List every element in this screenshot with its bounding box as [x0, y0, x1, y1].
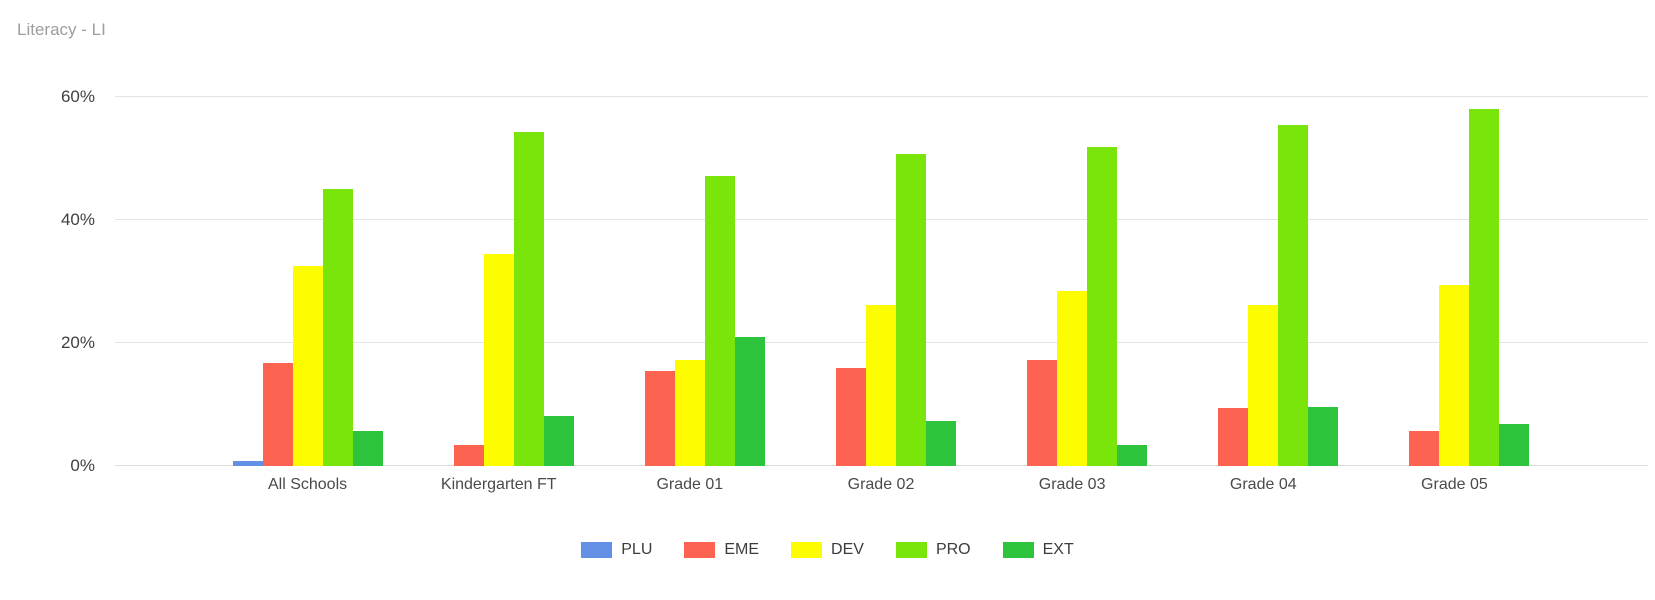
bar-pro[interactable]	[895, 154, 926, 466]
x-axis-category-label: Grade 05	[1421, 476, 1488, 493]
bar-dev[interactable]	[483, 253, 514, 466]
x-axis-category-label: Kindergarten FT	[440, 476, 557, 493]
y-axis-tick-label: 20%	[60, 333, 95, 352]
legend-label: EXT	[1042, 541, 1074, 558]
legend-swatch	[791, 542, 823, 558]
y-axis-tick-label: 40%	[60, 210, 95, 229]
legend-swatch	[895, 542, 927, 558]
x-axis-category-label: Grade 02	[847, 476, 915, 493]
legend-swatch	[684, 542, 716, 558]
bar-ext[interactable]	[1117, 445, 1148, 466]
legend-item-plu[interactable]: PLU	[581, 541, 652, 559]
legend-item-pro[interactable]: PRO	[895, 541, 971, 559]
bar-ext[interactable]	[1308, 406, 1339, 466]
x-axis-category-label: Grade 03	[1038, 476, 1106, 493]
bar-ext[interactable]	[1499, 423, 1530, 466]
bar-eme[interactable]	[453, 445, 484, 466]
y-axis-tick-label: 0%	[70, 456, 95, 475]
x-axis-category-label: All Schools	[267, 476, 348, 493]
bar-ext[interactable]	[543, 415, 574, 466]
legend-item-ext[interactable]: EXT	[1002, 541, 1074, 559]
bar-eme[interactable]	[262, 363, 293, 466]
bar-pro[interactable]	[322, 189, 353, 466]
bar-pro[interactable]	[1087, 147, 1118, 466]
bar-eme[interactable]	[644, 371, 675, 466]
bar-group	[785, 97, 976, 466]
bar-dev[interactable]	[1439, 285, 1470, 466]
bar-dev[interactable]	[292, 265, 323, 466]
bar-dev[interactable]	[674, 360, 705, 466]
x-axis-category-label: Grade 04	[1229, 476, 1297, 493]
y-axis-tick-label: 60%	[60, 87, 95, 106]
legend-item-dev[interactable]: DEV	[791, 541, 864, 559]
bar-group	[594, 97, 785, 466]
legend-label: EME	[724, 541, 760, 558]
bar-groups	[212, 97, 1550, 466]
legend-swatch	[1002, 542, 1034, 558]
bar-dev[interactable]	[1057, 291, 1088, 466]
bar-group	[977, 97, 1168, 466]
gridline	[115, 219, 1648, 220]
bar-pro[interactable]	[1469, 108, 1500, 466]
bar-ext[interactable]	[925, 421, 956, 466]
legend: PLU EME DEV PRO EXT	[0, 541, 1655, 559]
legend-label: DEV	[831, 541, 864, 558]
bar-ext[interactable]	[734, 337, 765, 466]
bar-pro[interactable]	[1278, 125, 1309, 466]
x-axis-category-label: Grade 01	[656, 476, 724, 493]
legend-item-eme[interactable]: EME	[684, 541, 759, 559]
bar-dev[interactable]	[1248, 304, 1279, 466]
bar-group	[403, 97, 594, 466]
bar-dev[interactable]	[865, 304, 896, 466]
bar-plu[interactable]	[232, 461, 263, 466]
legend-label: PRO	[935, 541, 971, 558]
chart-title: Literacy - LI	[17, 20, 106, 39]
bar-ext[interactable]	[352, 430, 383, 466]
plot-area: 0% 20% 40% 60% All Schools Kindergarten FT Gr…	[61, 87, 1648, 493]
bar-pro[interactable]	[704, 175, 735, 466]
bar-eme[interactable]	[1027, 360, 1058, 466]
legend-swatch	[581, 542, 613, 558]
bar-eme[interactable]	[835, 368, 866, 466]
bar-group	[1168, 97, 1359, 466]
gridline	[115, 96, 1648, 97]
bar-pro[interactable]	[513, 132, 544, 466]
x-axis: All Schools Kindergarten FT Grade 01 Grade …	[212, 476, 1550, 494]
bar-eme[interactable]	[1218, 408, 1249, 466]
bar-group	[1359, 97, 1550, 466]
bar-group	[212, 97, 403, 466]
bar-eme[interactable]	[1409, 430, 1440, 466]
legend-label: PLU	[621, 541, 653, 558]
